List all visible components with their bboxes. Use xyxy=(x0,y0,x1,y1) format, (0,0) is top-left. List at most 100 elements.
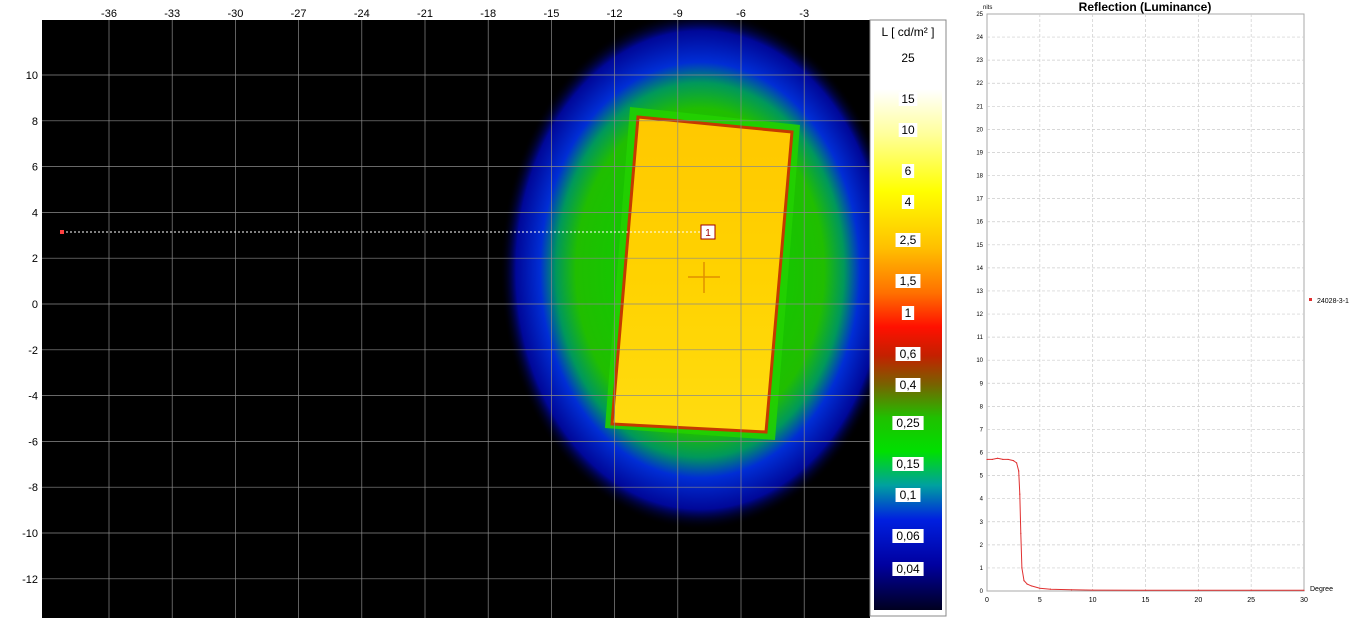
y-tick-label: 23 xyxy=(976,58,983,64)
heatmap-top-axis: -36 -33 -30 -27 -24 -21 -18 -15 -12 -9 -6 -3 xyxy=(101,8,809,20)
series-point xyxy=(991,458,993,461)
y-tick-label: 25 xyxy=(976,12,983,18)
colorbar-label-bg xyxy=(892,416,924,430)
colorbar-label: 6 xyxy=(905,164,912,178)
x-tick-label: 15 xyxy=(1142,597,1150,604)
colorbar-label: 25 xyxy=(901,51,915,65)
colorbar-label: 2,5 xyxy=(900,233,917,247)
series-point xyxy=(1023,580,1025,582)
top-tick-label: -9 xyxy=(673,8,683,20)
left-tick-label: -4 xyxy=(28,391,38,403)
colorbar-label-bg xyxy=(901,164,915,178)
y-tick-label: 10 xyxy=(976,358,983,364)
heatmap-panel: -36 -33 -30 -27 -24 -21 -18 -15 -12 -9 -6 -3 108642… xyxy=(22,8,870,618)
left-tick-label: -12 xyxy=(22,574,38,586)
top-tick-label: -24 xyxy=(354,8,370,20)
series-point xyxy=(1030,585,1032,587)
y-tick-label: 1 xyxy=(980,566,984,572)
y-tick-label: 2 xyxy=(980,543,984,549)
top-tick-label: -33 xyxy=(164,8,180,20)
chart-title: Reflection (Luminance) xyxy=(1079,0,1212,14)
series-point xyxy=(1015,462,1018,464)
y-tick-label: 7 xyxy=(980,427,984,433)
colorbar-label: 0,25 xyxy=(896,416,920,430)
chart-grid xyxy=(987,14,1304,591)
left-tick-label: 10 xyxy=(26,70,38,82)
y-tick-label: 17 xyxy=(976,197,983,203)
y-tick-label: 13 xyxy=(976,289,983,295)
line-chart: Reflection (Luminance) nits Degree 01234… xyxy=(976,0,1349,604)
series-point xyxy=(1018,470,1020,472)
series-point xyxy=(1092,589,1094,591)
top-tick-label: -21 xyxy=(417,8,433,20)
heatmap-left-axis: 10 8 6 4 2 0 -2 -4 -6 -8 -10 -12 xyxy=(22,70,38,586)
colorbar-label-bg xyxy=(901,306,915,320)
y-tick-label: 4 xyxy=(980,497,984,503)
y-tick-label: 16 xyxy=(976,220,983,226)
display-panel xyxy=(610,115,794,434)
y-tick-label: 11 xyxy=(977,335,984,341)
profile-start-handle[interactable] xyxy=(60,230,64,234)
series-point xyxy=(1070,589,1073,591)
series-point xyxy=(1007,458,1009,461)
legend-label: 24028-3-1 xyxy=(1317,298,1349,305)
colorbar-label-bg xyxy=(898,92,918,106)
colorbar-label-bg xyxy=(895,378,921,392)
y-tick-label: 14 xyxy=(976,266,983,272)
y-tick-label: 12 xyxy=(976,312,983,318)
left-tick-label: 4 xyxy=(32,207,38,219)
x-tick-label: 0 xyxy=(985,597,989,604)
x-tick-label: 25 xyxy=(1247,597,1255,604)
series-line-24028-3-1 xyxy=(987,457,1304,591)
top-tick-label: -15 xyxy=(543,8,559,20)
y-tick-label: 6 xyxy=(980,451,984,457)
y-tick-label: 21 xyxy=(976,104,983,110)
x-tick-label: 20 xyxy=(1194,597,1202,604)
chart-series xyxy=(986,457,1305,591)
left-tick-label: 6 xyxy=(32,162,38,174)
left-tick-label: -6 xyxy=(28,436,38,448)
top-tick-label: -18 xyxy=(480,8,496,20)
colorbar-label: 1 xyxy=(905,306,912,320)
colorbar-label: 1,5 xyxy=(900,274,917,288)
series-point xyxy=(1250,589,1252,591)
series-point xyxy=(1026,583,1028,585)
colorbar-label: 0,15 xyxy=(896,457,920,471)
x-tick-label: 5 xyxy=(1038,597,1042,604)
top-tick-label: -30 xyxy=(227,8,243,20)
colorbar-label-bg xyxy=(898,123,918,137)
top-tick-label: -27 xyxy=(291,8,307,20)
x-tick-label: 10 xyxy=(1089,597,1097,604)
colorbar-label: 0,04 xyxy=(896,562,920,576)
y-axis-label: nits xyxy=(983,5,992,11)
left-tick-label: 0 xyxy=(32,299,38,311)
colorbar-label: 0,06 xyxy=(896,529,920,543)
colorbar: L [ cd/m² ] 25 15 10 6 4 2,5 1,5 1 0,6 0,4 0,25 0,1… xyxy=(869,19,947,617)
left-tick-label: 8 xyxy=(32,116,38,128)
y-tick-label: 19 xyxy=(976,150,983,156)
y-tick-label: 8 xyxy=(980,404,984,410)
series-point xyxy=(1021,567,1023,569)
colorbar-label-bg xyxy=(892,457,924,471)
series-point xyxy=(986,458,988,461)
series-point xyxy=(1019,493,1021,495)
y-tick-label: 18 xyxy=(976,174,983,180)
series-point xyxy=(1303,589,1305,591)
profile-marker[interactable] xyxy=(700,224,716,240)
left-tick-label: -2 xyxy=(28,345,38,357)
colorbar-label-bg xyxy=(895,347,921,361)
colorbar-label-bg xyxy=(892,529,924,543)
colorbar-title: L [ cd/m² ] xyxy=(882,25,935,39)
x-tick-label: 30 xyxy=(1300,597,1308,604)
chart-y-ticks: 0123456789101112131415161718192021222324… xyxy=(976,12,983,595)
colorbar-label: 0,4 xyxy=(900,378,917,392)
colorbar-label: 10 xyxy=(901,123,915,137)
series-point xyxy=(1049,588,1051,590)
colorbar-label-bg xyxy=(895,233,921,247)
colorbar-gradient xyxy=(874,44,942,610)
series-point xyxy=(1197,589,1199,591)
top-tick-label: -36 xyxy=(101,8,117,20)
top-tick-label: -12 xyxy=(607,8,623,20)
y-tick-label: 3 xyxy=(980,520,984,526)
